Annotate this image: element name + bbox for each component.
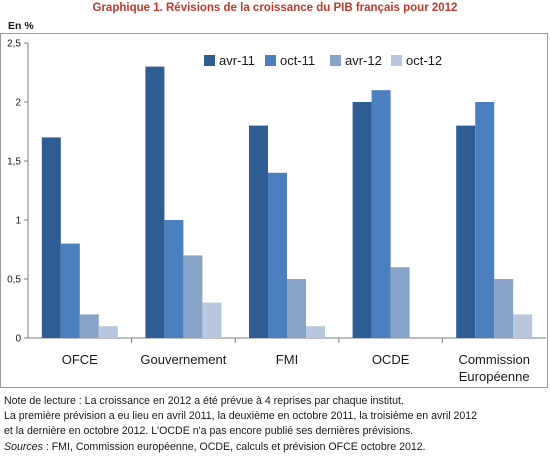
legend-swatch: [391, 55, 402, 66]
bar: [164, 220, 184, 338]
legend-swatch: [265, 55, 276, 66]
bar: [98, 326, 118, 338]
note-line-2: La première prévision a eu lieu en avril…: [4, 410, 478, 423]
legend-swatch: [330, 55, 341, 66]
bar: [475, 102, 495, 338]
y-tick-label: 1: [15, 216, 21, 227]
bar: [352, 102, 372, 338]
x-tick-label: Commission: [458, 352, 530, 367]
legend-label: oct-11: [280, 53, 315, 68]
legend-label: avr-11: [219, 53, 255, 68]
legend-label: avr-12: [345, 53, 382, 68]
chart-frame: [0, 33, 548, 388]
x-tick-label: Gouvernement: [140, 352, 226, 367]
note-line-3: et la dernière en octobre 2012. L'OCDE n…: [4, 425, 414, 438]
bar: [513, 314, 533, 338]
sources-line: Sources : FMI, Commission européenne, OC…: [4, 440, 548, 455]
chart-bars: [41, 66, 533, 338]
chart-title: Graphique 1. Révisions de la croissance …: [92, 2, 458, 14]
y-tick-label: 1,5: [7, 157, 21, 168]
bar: [249, 125, 268, 338]
bar-chart: 0 0,5 1 1,5 2 2,5 OFCE Gouvernement FMI OCDE Comm…: [7, 39, 546, 384]
x-tick-label: OCDE: [372, 352, 410, 367]
x-axis-labels: OFCE Gouvernement FMI OCDE Commission Europée…: [62, 352, 530, 384]
unit-label: En %: [8, 20, 34, 32]
bar: [41, 137, 61, 338]
bar: [202, 302, 222, 338]
x-tick-label: FMI: [276, 352, 298, 367]
x-tick-label: OFCE: [62, 352, 98, 367]
bar: [145, 66, 165, 338]
bar: [183, 255, 203, 338]
bar: [306, 326, 325, 338]
x-tick-label: Européenne: [459, 369, 530, 384]
bar: [456, 125, 476, 338]
chart-notes: Note de lecture : La croissance en 2012 …: [4, 394, 548, 455]
bar: [494, 279, 514, 338]
bar: [60, 243, 80, 338]
y-tick-label: 2: [15, 98, 21, 109]
chart-legend: avr-11 oct-11 avr-12 oct-12: [204, 53, 442, 68]
y-tick-label: 0: [15, 334, 21, 345]
note-line-1: Note de lecture : La croissance en 2012 …: [4, 395, 404, 407]
legend-swatch: [204, 55, 215, 66]
bar: [287, 279, 306, 338]
sources-text: : FMI, Commission européenne, OCDE, calc…: [42, 440, 426, 453]
bar: [79, 314, 99, 338]
bar: [268, 172, 287, 338]
bar: [371, 90, 391, 338]
y-tick-label: 2,5: [7, 39, 21, 50]
sources-label: Sources: [4, 440, 43, 453]
y-tick-label: 0,5: [7, 275, 21, 286]
legend-label: oct-12: [406, 53, 442, 68]
bar: [390, 267, 410, 338]
